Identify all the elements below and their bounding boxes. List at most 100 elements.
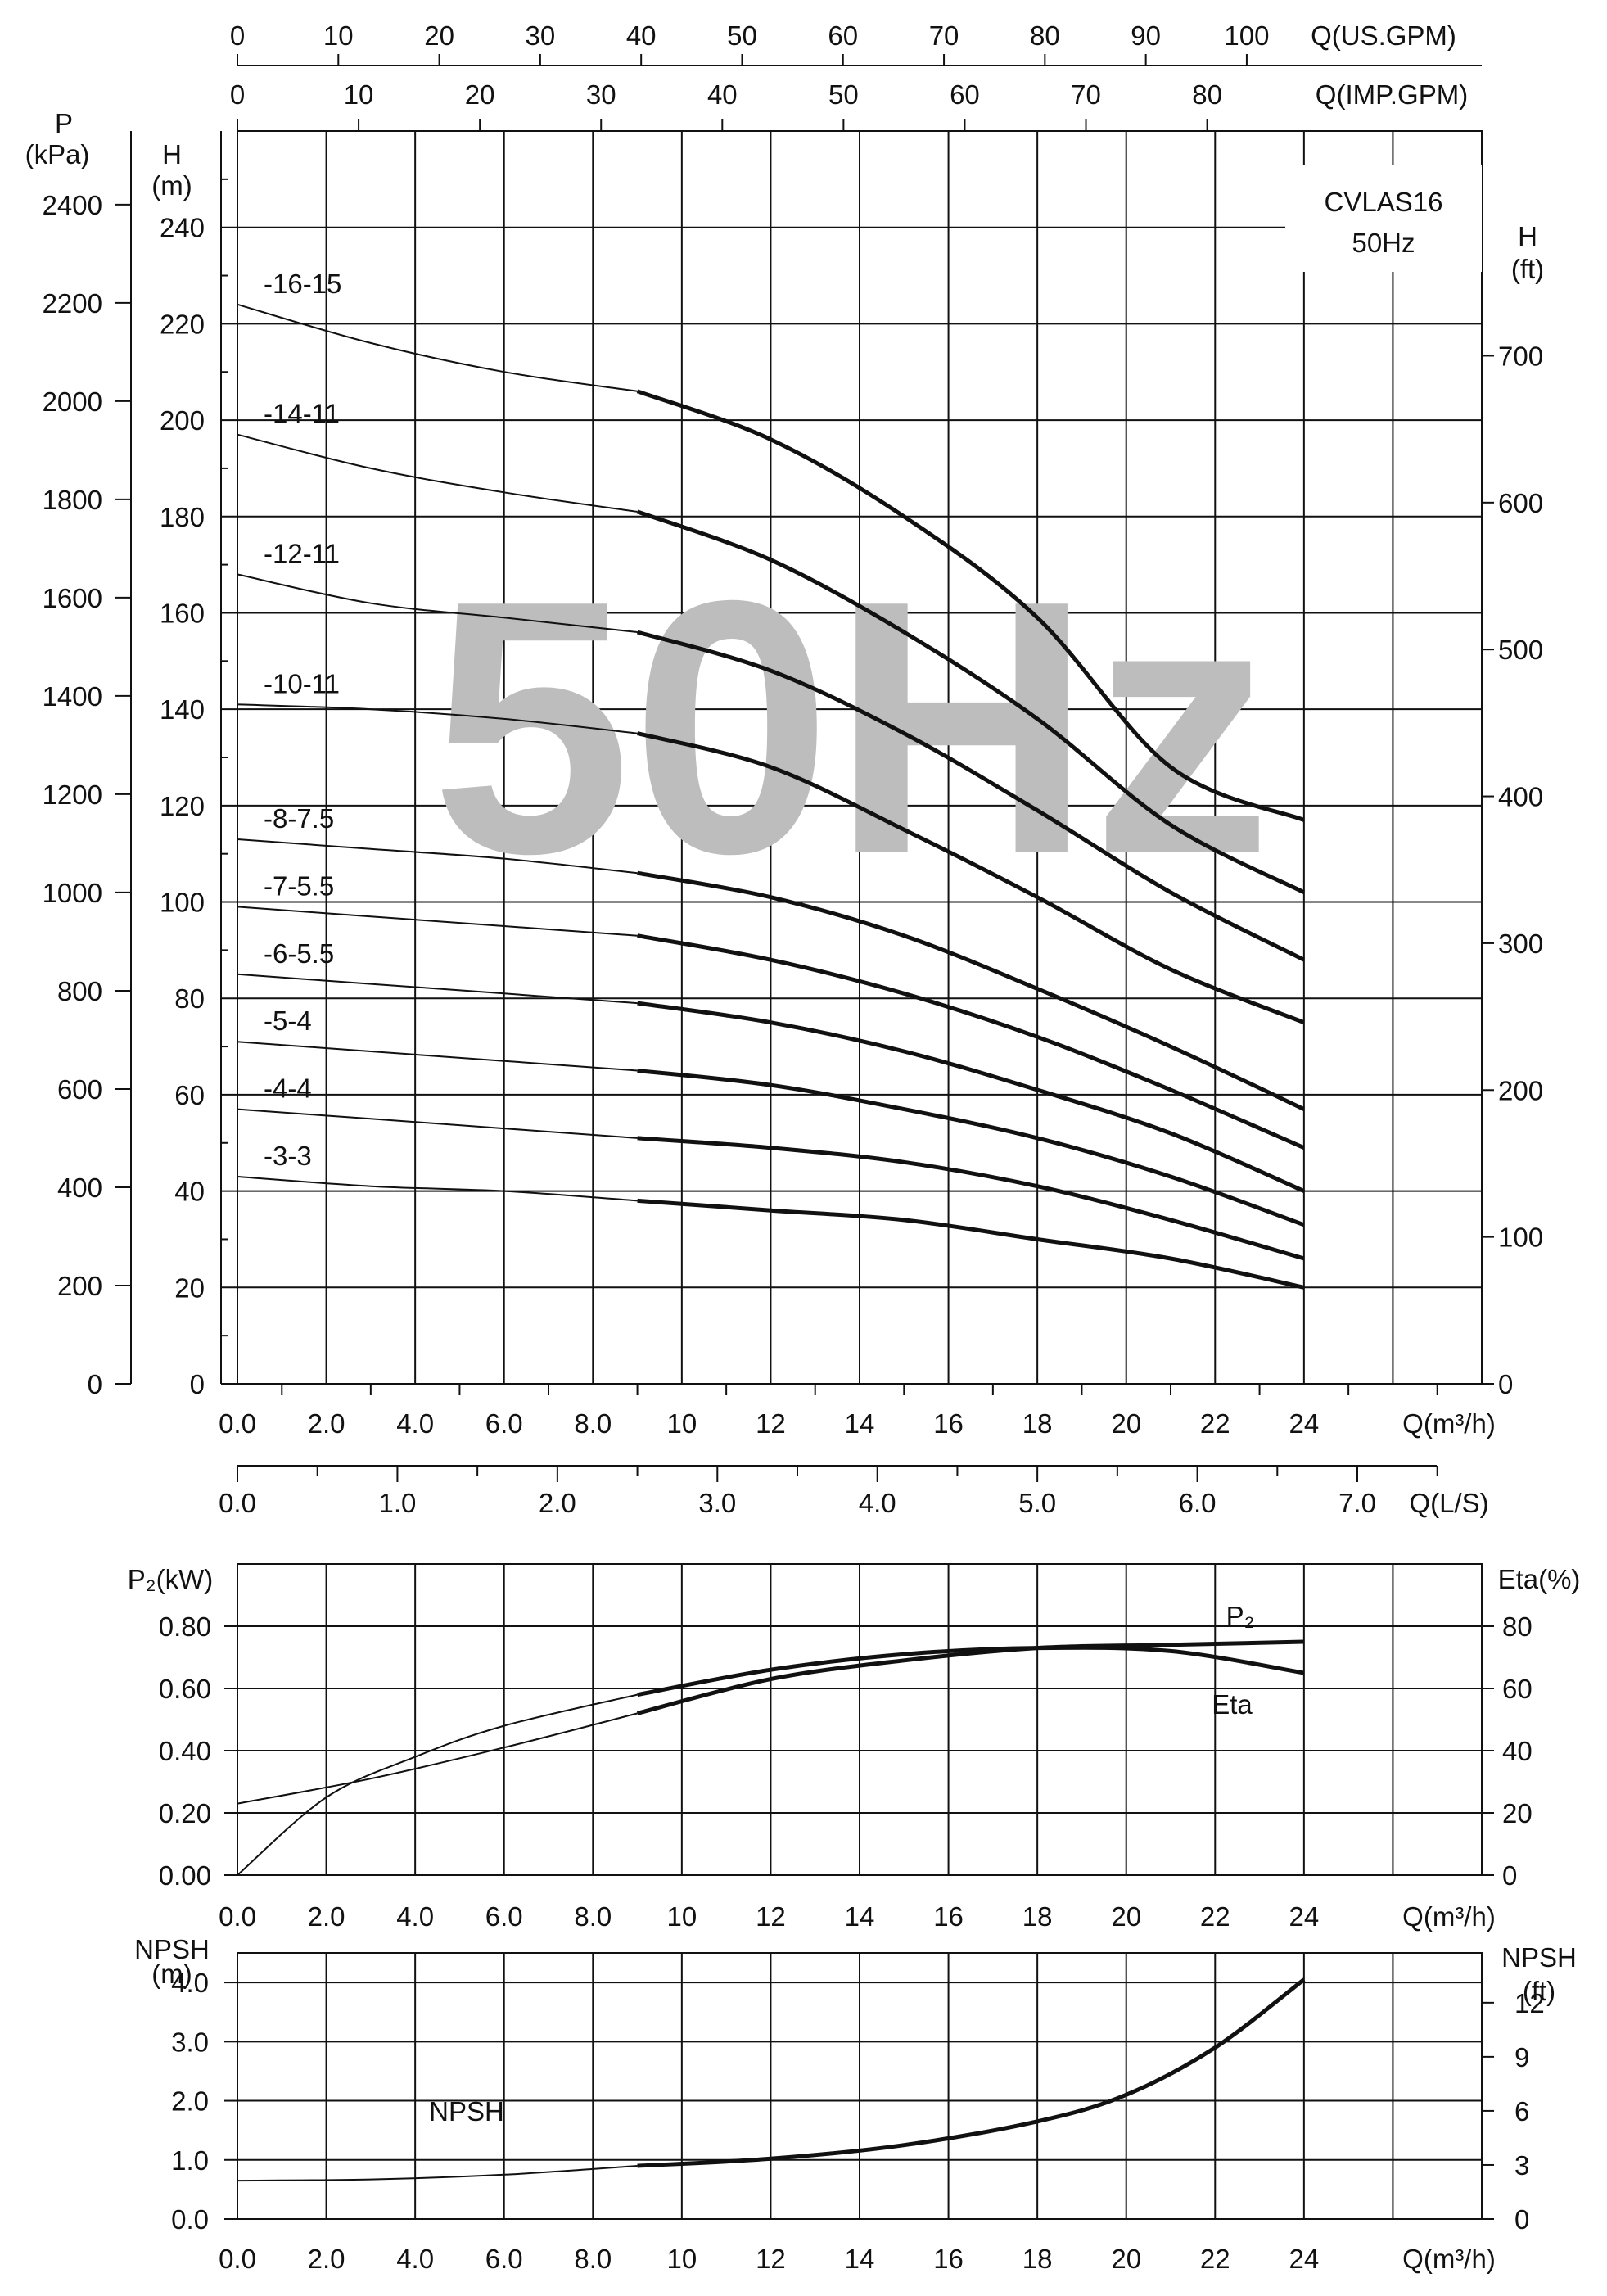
npsh-curve [637,1977,1306,2168]
ft-tick-label: 0 [1498,1369,1513,1399]
q-tick-label: 2.0 [308,1408,345,1439]
eta-tick-label: 60 [1502,1674,1533,1704]
npsh-tick-label: 1.0 [171,2145,209,2176]
q-tick-label: 12 [756,1408,786,1439]
q-tick-label: 18 [1022,1408,1053,1439]
pressure-tick-label: 2400 [43,190,102,220]
impgpm-tick-label: 50 [828,79,859,110]
power-q-tick-label: 22 [1200,1901,1230,1932]
head--8-7-5-curve [637,870,1305,1111]
ft-axis-label-bottom: (ft) [1511,254,1544,284]
ft-tick-label: 600 [1498,488,1543,518]
head--6-5-5-curve-thin [237,973,638,1005]
h-tick-label: 0 [190,1369,205,1399]
power-q-tick-label: 4.0 [396,1901,434,1932]
h-tick-label: 220 [160,309,205,339]
watermark-layer: 50Hz [431,527,1271,929]
h-tick-label: 200 [160,405,205,436]
head--4-4-curve-thin [237,1108,638,1139]
h-tick-label: 20 [174,1272,205,1303]
ft-tick-label: 300 [1498,929,1543,959]
power-tick-label: 0.00 [159,1860,211,1891]
npsh-q-tick-label: 12 [756,2244,786,2274]
pressure-tick-label: 1600 [43,583,102,613]
ls-tick-label: 5.0 [1018,1488,1056,1518]
p2-curve-thin [237,1712,638,1805]
h-tick-label: 60 [174,1080,205,1110]
power-axis-label: P₂(kW) [128,1564,213,1594]
power-q-axis-label: Q(m³/h) [1402,1901,1496,1932]
chart-title: CVLAS16 [1325,187,1443,217]
npsh-curve-thin [237,2165,638,2182]
head--6-5-5-curve [637,1001,1305,1193]
power-q-tick-label: 16 [933,1901,964,1932]
head--10-11-curve [636,731,1305,1025]
q-tick-label: 24 [1289,1408,1319,1439]
h-tick-label: 80 [174,983,205,1014]
head--3-3-curve-thin [237,1176,638,1202]
q-tick-label: 10 [666,1408,697,1439]
h-tick-label: 160 [160,598,205,628]
ft-tick-label: 400 [1498,782,1543,812]
npsh-q-tick-label: 8.0 [574,2244,612,2274]
q-tick-label: 4.0 [396,1408,434,1439]
series-label: -3-3 [264,1141,312,1171]
series-label: -5-4 [264,1006,312,1036]
usgpm-tick-label: 40 [626,20,657,51]
eta-curve [637,1645,1305,1697]
impgpm-tick-label: 80 [1192,79,1222,110]
npsh-q-tick-label: 16 [933,2244,964,2274]
npsh-axis-label-top: NPSH [134,1934,210,1964]
impgpm-tick-label: 10 [344,79,374,110]
power-q-tick-label: 2.0 [308,1901,345,1932]
series-label: -4-4 [264,1073,312,1104]
h-axis-label-bottom: (m) [151,170,192,201]
head--7-5-5-curve-thin [237,906,638,937]
q-tick-label: 14 [845,1408,875,1439]
head--4-4-curve [637,1136,1305,1261]
power-tick-label: 0.40 [159,1736,211,1766]
npsh-ft-tick-label: 3 [1514,2150,1529,2181]
npsh-tick-label: 0.0 [171,2204,209,2235]
npsh-q-tick-label: 24 [1289,2244,1319,2274]
head--12-11-curve-thin [237,573,638,633]
p2-curve [636,1639,1304,1715]
usgpm-tick-label: 60 [828,20,858,51]
npsh-q-tick-label: 22 [1200,2244,1230,2274]
pressure-axis-label-bottom: (kPa) [25,139,90,169]
ls-tick-label: 0.0 [219,1488,256,1518]
pressure-tick-label: 1800 [43,485,102,515]
pressure-tick-label: 2200 [43,288,102,319]
pressure-tick-label: 1000 [43,878,102,908]
pressure-tick-label: 200 [57,1271,102,1301]
impgpm-tick-label: 40 [707,79,738,110]
usgpm-tick-label: 80 [1030,20,1060,51]
npsh-q-tick-label: 4.0 [396,2244,434,2274]
impgpm-tick-label: 0 [230,79,245,110]
npsh-tick-label: 4.0 [171,1968,209,1998]
head--8-7-5-curve-thin [237,838,638,875]
eta-tick-label: 40 [1502,1736,1533,1766]
series-label: -7-5.5 [264,870,334,901]
h-tick-label: 240 [160,213,205,243]
head--5-4-curve [637,1069,1305,1227]
curves-layer [237,303,1306,2182]
q-tick-label: 22 [1200,1408,1230,1439]
labels-layer: CVLAS16 50Hz -16-15 -14-11 -12-11 -10-11 -8-7.… [264,165,1482,2127]
usgpm-tick-label: 0 [230,20,245,51]
usgpm-tick-label: 10 [323,20,354,51]
npsh-q-tick-label: 2.0 [308,2244,345,2274]
pressure-tick-label: 1200 [43,780,102,810]
npsh-ft-tick-label: 6 [1514,2096,1529,2127]
power-tick-label: 0.20 [159,1798,211,1828]
q-tick-label: 0.0 [219,1408,256,1439]
impgpm-tick-label: 60 [950,79,980,110]
ft-axis-label-top: H [1518,221,1537,251]
series-label: -8-7.5 [264,803,334,834]
ls-tick-label: 1.0 [378,1488,416,1518]
q-tick-label: 6.0 [485,1408,523,1439]
ls-tick-label: 6.0 [1179,1488,1217,1518]
pressure-tick-label: 1400 [43,681,102,712]
